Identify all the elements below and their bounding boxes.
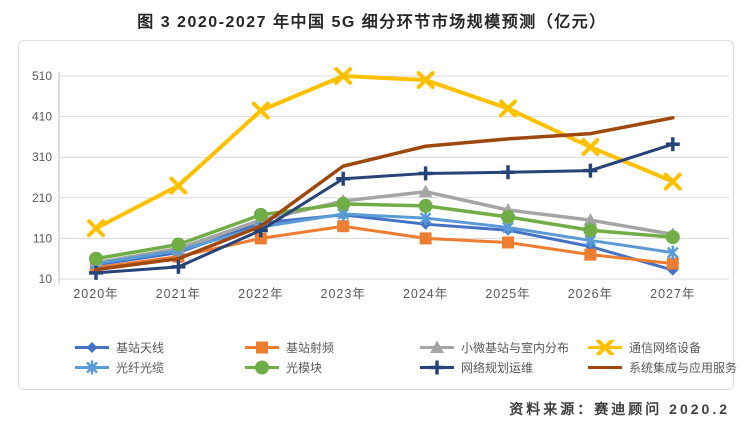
series-marker-icon xyxy=(86,342,98,353)
legend-label: 通信网络设备 xyxy=(629,341,702,355)
legend-label: 光模块 xyxy=(286,361,323,375)
series-marker-icon xyxy=(583,223,598,238)
series-marker-icon xyxy=(418,184,433,198)
y-tick-label: 310 xyxy=(32,150,52,164)
legend-label: 基站天线 xyxy=(116,341,165,355)
legend-swatch-icon xyxy=(588,340,622,355)
legend-row: 基站天线 基站射频 小微基站与室内分布 通信网络设备 xyxy=(19,338,733,357)
legend-item: 光纤光缆 xyxy=(75,359,245,376)
series-marker-icon xyxy=(87,219,105,238)
series-marker-icon xyxy=(596,340,614,355)
series-marker-icon xyxy=(499,99,517,118)
series-marker-icon xyxy=(171,237,186,252)
legend-swatch-icon xyxy=(588,366,622,369)
legend-swatch-icon xyxy=(420,360,454,375)
series-marker-icon xyxy=(251,101,270,120)
page-title: 图 3 2020-2027 年中国 5G 细分环节市场规模预测（亿元） xyxy=(137,14,607,31)
legend-item: 基站天线 xyxy=(75,339,245,356)
series-line xyxy=(94,74,675,231)
x-tick-label: 2020年 xyxy=(73,287,118,301)
series-marker-icon xyxy=(430,340,444,353)
y-tick-label: 410 xyxy=(32,110,52,124)
series-line xyxy=(94,212,675,266)
series-marker-icon xyxy=(336,196,351,211)
series-line xyxy=(94,142,675,275)
source-note: 资料来源：赛迪顾问 2020.2 xyxy=(509,401,730,417)
x-tick-label: 2026年 xyxy=(568,287,613,301)
chart-panel: 10 110 210 310 410 510 2020年 2021年 2022年 2023年 202… xyxy=(18,40,737,390)
legend-label: 基站射频 xyxy=(286,341,335,355)
legend-item: 基站射频 xyxy=(245,339,420,356)
series-marker-icon xyxy=(665,230,680,245)
series-marker-icon xyxy=(583,213,598,226)
legend-label: 光纤光缆 xyxy=(116,361,165,375)
series-marker-icon xyxy=(256,341,268,354)
x-tick-label: 2021年 xyxy=(156,287,201,301)
series-marker-icon xyxy=(502,236,514,249)
series-marker-icon xyxy=(254,232,267,245)
legend-swatch-icon xyxy=(245,341,279,354)
x-tick-label: 2025年 xyxy=(485,287,530,301)
series-marker-icon xyxy=(169,176,188,195)
plot-svg: 10 110 210 310 410 510 2020年 2021年 2022年 2023年 202… xyxy=(32,67,729,301)
legend-swatch-icon xyxy=(75,360,109,375)
x-tick-label: 2024年 xyxy=(403,287,448,301)
legend-item: 小微基站与室内分布 xyxy=(420,339,588,356)
series-marker-icon xyxy=(419,232,432,245)
legend-item: 光模块 xyxy=(245,359,420,376)
chart-legend: 基站天线 基站射频 小微基站与室内分布 通信网络设备光纤光缆 光模块 网络规划运维 系统集成… xyxy=(19,338,737,377)
series-line xyxy=(94,116,675,272)
series-marker-icon xyxy=(418,198,433,213)
series-marker-icon xyxy=(501,209,515,224)
legend-label: 网络规划运维 xyxy=(461,361,534,375)
legend-item: 网络规划运维 xyxy=(420,359,588,376)
x-tick-label: 2027年 xyxy=(650,287,695,301)
series-marker-icon xyxy=(89,251,103,266)
x-tick-label: 2023年 xyxy=(321,287,366,301)
series-line xyxy=(94,202,675,261)
y-tick-label: 210 xyxy=(32,191,52,205)
legend-label: 小微基站与室内分布 xyxy=(461,341,570,355)
series-marker-icon xyxy=(666,257,679,270)
legend-label: 系统集成与应用服务 xyxy=(629,361,738,375)
series-marker-icon xyxy=(337,220,350,233)
legend-item: 通信网络设备 xyxy=(588,339,733,356)
series-marker-icon xyxy=(663,172,682,191)
series-marker-icon xyxy=(416,71,435,90)
series-line xyxy=(94,189,675,265)
series-marker-icon xyxy=(255,360,269,375)
x-tick-label: 2022年 xyxy=(238,287,283,301)
y-tick-label: 10 xyxy=(39,272,53,286)
legend-swatch-icon xyxy=(420,340,454,353)
series-marker-icon xyxy=(584,248,597,261)
legend-item: 系统集成与应用服务 xyxy=(588,359,737,376)
series-marker-icon xyxy=(253,207,268,222)
legend-row: 光纤光缆 光模块 网络规划运维 系统集成与应用服务 xyxy=(19,358,737,377)
legend-swatch-icon xyxy=(75,342,109,353)
y-tick-label: 110 xyxy=(33,231,52,245)
series-marker-icon xyxy=(581,138,600,157)
series-marker-icon xyxy=(334,67,353,85)
legend-swatch-icon xyxy=(245,360,279,375)
y-tick-label: 510 xyxy=(32,69,52,83)
